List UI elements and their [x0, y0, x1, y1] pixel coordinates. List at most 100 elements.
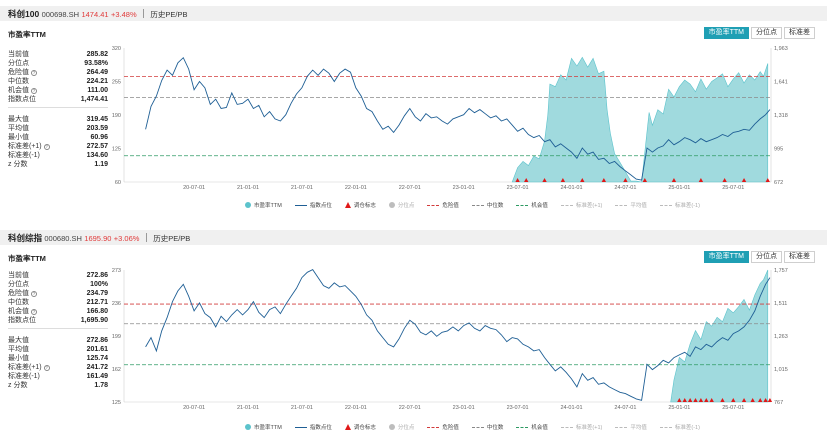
legend-item[interactable]: 市盈率TTM — [245, 201, 282, 209]
legend-item[interactable]: 机会值 — [516, 201, 548, 209]
info-icon[interactable]: ? — [31, 309, 37, 315]
stats-bottom: 最大值 319.45 平均值 203.59 最小值 60.96 标准差(+1)? 272.57… — [8, 115, 108, 169]
stat-row: 当前值 285.82 — [8, 50, 108, 59]
legend-dash-icon — [427, 426, 440, 428]
legend-triangle-icon — [344, 202, 351, 208]
tab-std-dev[interactable]: 标准差 — [784, 251, 815, 263]
tab-pe-ttm[interactable]: 市盈率TTM — [703, 27, 749, 39]
tab-percentile[interactable]: 分位点 — [751, 251, 782, 263]
legend-item[interactable]: 标准差(-1) — [659, 201, 700, 209]
stat-row: 分位点 100% — [8, 280, 108, 289]
legend-label: 分位点 — [397, 425, 415, 431]
stat-label-text: z 分数 — [8, 161, 28, 168]
pe-chart[interactable]: 320 255 190 125 60 1,963 1,641 1,318 995 672 20-07… — [0, 0, 827, 200]
x-tick-label: 22-07-01 — [399, 185, 421, 191]
legend-item[interactable]: 标准差(+1) — [560, 201, 602, 209]
y-tick-label-left: 236 — [112, 301, 121, 307]
tab-percentile[interactable]: 分位点 — [751, 27, 782, 39]
info-icon[interactable]: ? — [31, 70, 37, 76]
legend-item[interactable]: 标准差(-1) — [659, 423, 700, 431]
stat-value: 285.82 — [86, 51, 108, 58]
rebalance-marker — [765, 178, 770, 182]
info-icon[interactable]: ? — [43, 365, 50, 371]
x-tick-label: 21-01-01 — [237, 185, 259, 191]
y-tick-label-left: 199 — [112, 334, 121, 340]
legend-item[interactable]: 平均值 — [615, 423, 647, 431]
legend-item[interactable]: 中位数 — [471, 201, 503, 209]
x-tick-label: 22-01-01 — [345, 185, 367, 191]
legend-item[interactable]: 机会值 — [516, 423, 548, 431]
legend-label: 平均值 — [630, 425, 647, 431]
stat-value: 203.59 — [86, 125, 108, 132]
stat-row: 最小值 125.74 — [8, 354, 108, 363]
index-title: 科创100 000698.SH 1474.41 +3.48% 历史PE/PB — [8, 8, 187, 20]
legend-dot-icon — [245, 424, 251, 430]
rebalance-marker — [750, 398, 755, 402]
chart-legend: 市盈率TTM 指数点位 调仓标志 分位点 危险值 中位数 机会值 标准差(+1) 平均值 标准差(… — [245, 201, 713, 209]
legend-item[interactable]: 调仓标志 — [344, 423, 376, 431]
panel-kc-composite: 科创综指 000680.SH 1695.90 +3.06% 历史PE/PB 市盈… — [0, 224, 827, 443]
legend-item[interactable]: 分位点 — [388, 423, 415, 431]
stat-value: 60.96 — [90, 134, 108, 141]
legend-item[interactable]: 危险值 — [427, 423, 459, 431]
stat-label: 中位数 — [8, 77, 29, 86]
legend-item[interactable]: 中位数 — [471, 423, 503, 431]
info-icon[interactable]: ? — [31, 88, 37, 94]
stat-row: z 分数 1.19 — [8, 160, 108, 169]
pe-chart[interactable]: 273 236 199 162 125 1,757 1,511 1,263 1,015 767 20… — [0, 224, 827, 424]
rebalance-marker — [741, 398, 747, 402]
legend-label: 指数点位 — [309, 425, 332, 431]
stats-top: 当前值 272.86 分位点 100% 危险值? 234.79 中位数 212.71 机会值? 1… — [8, 271, 108, 325]
metric-tabs: 市盈率TTM 分位点 标准差 — [702, 251, 815, 263]
y-tick-label-right: 767 — [774, 400, 783, 406]
y-tick-label-right: 1,757 — [774, 268, 788, 274]
info-icon[interactable]: ? — [31, 291, 37, 297]
tab-pe-ttm[interactable]: 市盈率TTM — [703, 251, 749, 263]
legend-item[interactable]: 平均值 — [615, 201, 647, 209]
legend-label: 机会值 — [531, 203, 548, 209]
stat-row: z 分数 1.78 — [8, 381, 108, 390]
rebalance-marker — [642, 178, 648, 182]
chart-legend: 市盈率TTM 指数点位 调仓标志 分位点 危险值 中位数 机会值 标准差(+1) 平均值 标准差(… — [245, 423, 713, 431]
x-tick-label: 23-01-01 — [453, 405, 475, 411]
legend-item[interactable]: 指数点位 — [294, 201, 332, 209]
index-title: 科创综指 000680.SH 1695.90 +3.06% 历史PE/PB — [8, 232, 190, 244]
history-pe-pb-link[interactable]: 历史PE/PB — [153, 234, 191, 243]
rebalance-marker — [682, 398, 687, 402]
y-tick-label-right: 1,511 — [774, 301, 787, 307]
index-price: 1474.41 — [81, 10, 109, 19]
stat-label: 标准差(+1)? — [8, 363, 50, 372]
stat-value: 100% — [90, 281, 108, 288]
legend-dash-icon — [427, 204, 440, 206]
stat-label-text: 指数点位 — [8, 96, 36, 103]
stat-value: 201.61 — [86, 346, 108, 353]
stat-row: 指数点位 1,695.90 — [8, 316, 108, 325]
x-tick-label: 22-07-01 — [399, 405, 421, 411]
y-tick-label-right: 672 — [774, 180, 783, 186]
stat-label-text: z 分数 — [8, 382, 28, 389]
stat-label-text: 平均值 — [8, 346, 29, 353]
legend-item[interactable]: 标准差(+1) — [560, 423, 602, 431]
stat-value: 1.78 — [94, 382, 108, 389]
x-tick-label: 25-01-01 — [668, 405, 690, 411]
stat-label-text: 标准差(+1) — [8, 364, 42, 371]
stat-label-text: 平均值 — [8, 125, 29, 132]
legend-dash-icon — [516, 204, 529, 206]
history-pe-pb-link[interactable]: 历史PE/PB — [150, 10, 188, 19]
tab-std-dev[interactable]: 标准差 — [784, 27, 815, 39]
metric-title: 市盈率TTM — [8, 254, 46, 263]
index-price: 1695.90 — [84, 234, 112, 243]
stat-row: 最大值 319.45 — [8, 115, 108, 124]
legend-item[interactable]: 分位点 — [388, 201, 414, 209]
legend-item[interactable]: 危险值 — [427, 201, 459, 209]
legend-item[interactable]: 调仓标志 — [344, 201, 376, 209]
stat-row: 当前值 272.86 — [8, 271, 108, 280]
legend-item[interactable]: 指数点位 — [294, 423, 332, 431]
stat-label-text: 中位数 — [8, 299, 29, 306]
stat-value: 264.49 — [86, 69, 108, 76]
rebalance-marker — [709, 398, 714, 402]
info-icon[interactable]: ? — [43, 144, 50, 150]
legend-item[interactable]: 市盈率TTM — [245, 423, 282, 431]
stat-value: 272.86 — [86, 272, 108, 279]
stat-label: 指数点位 — [8, 95, 36, 104]
